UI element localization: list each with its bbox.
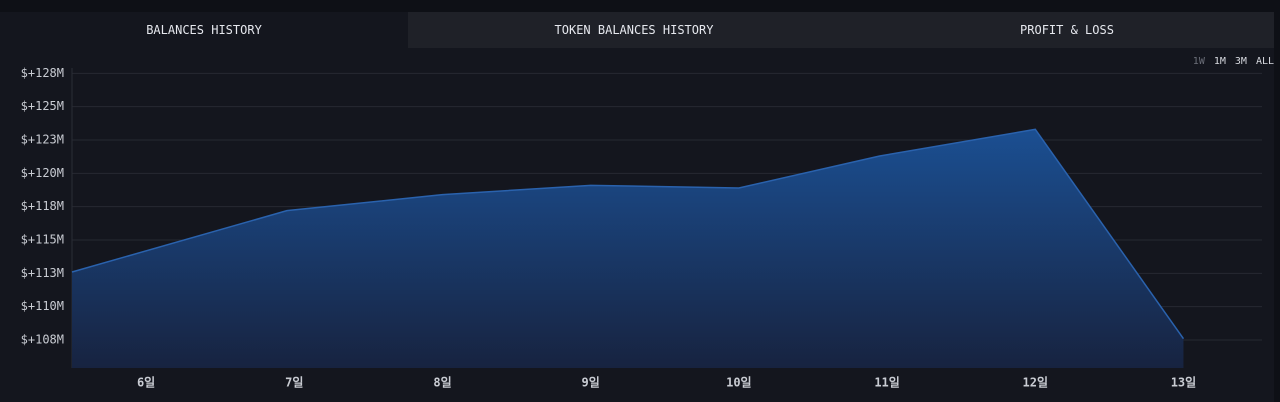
- area: [72, 129, 1184, 368]
- y-tick-label: $+113M: [21, 266, 64, 280]
- range-button[interactable]: 1W: [1192, 56, 1205, 67]
- x-tick-label: 9일: [582, 376, 600, 390]
- range-button[interactable]: 1M: [1213, 56, 1226, 67]
- line: [71, 128, 1185, 340]
- range-selector: 1W 1M 3M ALL: [1184, 56, 1274, 67]
- y-tick-label: $+123M: [21, 133, 64, 147]
- y-tick-label: $+128M: [21, 66, 64, 80]
- y-tick-label: $+115M: [21, 233, 64, 247]
- x-tick-label: 13일: [1171, 376, 1197, 390]
- x-tick-label: 7일: [285, 376, 303, 390]
- x-tick-label: 12일: [1023, 376, 1049, 390]
- x-tick-label: 11일: [874, 376, 900, 390]
- tab[interactable]: PROFIT & LOSS: [860, 12, 1274, 48]
- x-tick-label: 8일: [433, 376, 451, 390]
- y-tick-label: $+125M: [21, 99, 64, 113]
- y-tick-label: $+120M: [21, 166, 64, 180]
- tab[interactable]: TOKEN BALANCES HISTORY: [408, 12, 860, 48]
- x-tick-label: 6일: [137, 376, 155, 390]
- y-tick-label: $+108M: [21, 333, 64, 347]
- x-tick-label: 10일: [726, 376, 752, 390]
- range-button[interactable]: 3M: [1234, 56, 1247, 67]
- y-tick-label: $+118M: [21, 199, 64, 213]
- range-button[interactable]: ALL: [1255, 56, 1274, 67]
- y-tick-label: $+110M: [21, 299, 64, 313]
- tab[interactable]: BALANCES HISTORY: [0, 12, 408, 48]
